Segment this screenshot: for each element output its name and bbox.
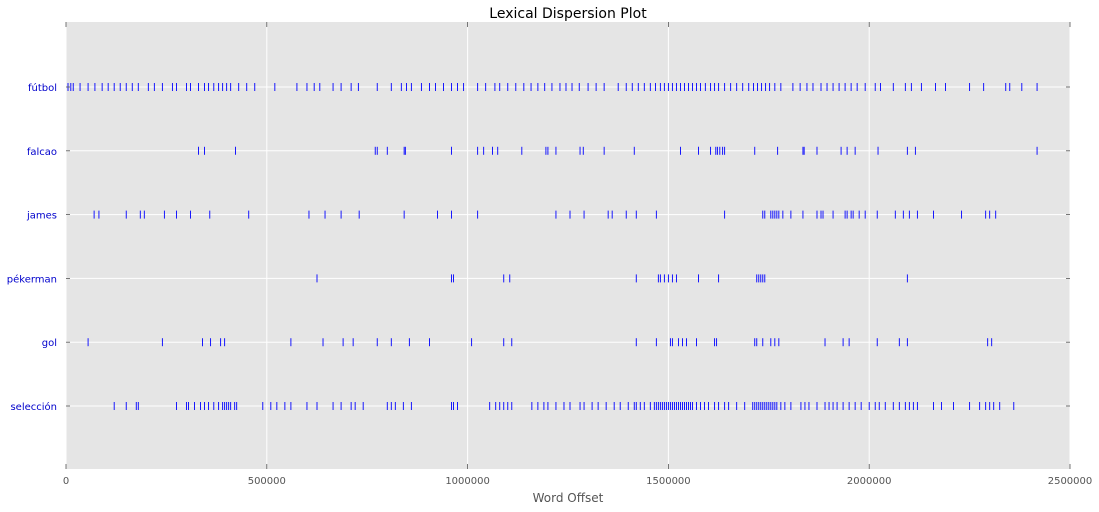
x-tick-label: 500000: [248, 476, 286, 487]
axes: 0 500000 1000000 1500000 2000000 2500000 fútbo…: [7, 22, 1093, 487]
x-tick-label: 1500000: [646, 476, 691, 487]
plot-area: [66, 22, 1070, 469]
category-label: james: [26, 211, 57, 222]
category-label: selección: [10, 401, 57, 413]
category-label: falcao: [27, 147, 57, 158]
chart-title: Lexical Dispersion Plot: [489, 6, 647, 22]
category-label: pékerman: [7, 273, 57, 285]
x-tick-label: 0: [63, 476, 69, 487]
category-label: gol: [42, 338, 57, 349]
dispersion-marks: [67, 83, 1038, 410]
x-axis-title: Word Offset: [533, 491, 604, 505]
category-label: fútbol: [28, 82, 57, 94]
x-tick-label: 2500000: [1048, 476, 1093, 487]
x-tick-label: 1000000: [445, 476, 490, 487]
x-tick-label: 2000000: [847, 476, 892, 487]
grid-lines: [65, 22, 1071, 469]
